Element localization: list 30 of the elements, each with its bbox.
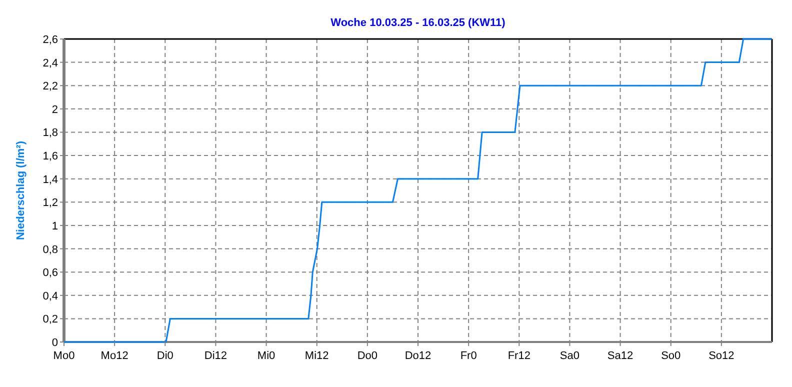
- x-tick-label: So0: [661, 350, 681, 362]
- x-tick-label: Di0: [156, 350, 174, 362]
- y-tick-label: 0: [52, 337, 58, 349]
- x-tick-label: Di12: [204, 350, 228, 362]
- y-tick-label: 0,8: [42, 244, 58, 256]
- x-tick-label: Sa12: [607, 350, 634, 362]
- y-tick-label: 2,6: [42, 34, 58, 46]
- y-axis-title: Niederschlag (l/m²): [15, 140, 27, 240]
- x-tick-label: Mo12: [100, 350, 128, 362]
- chart-title: Woche 10.03.25 - 16.03.25 (KW11): [330, 17, 506, 29]
- y-tick-label: 0,4: [42, 290, 58, 302]
- y-tick-label: 1: [52, 220, 58, 232]
- y-tick-label: 1,2: [42, 197, 58, 210]
- x-tick-label: Sa0: [560, 350, 580, 362]
- x-tick-label: Fr0: [460, 350, 477, 362]
- x-tick-label: Mi12: [304, 350, 329, 362]
- y-tick-label: 2,4: [42, 57, 58, 70]
- x-tick-label: Mi0: [257, 350, 276, 362]
- y-tick-label: 1,4: [42, 174, 58, 186]
- x-tick-label: Fr12: [508, 350, 530, 362]
- x-tick-label: Do0: [357, 350, 378, 362]
- x-tick-label: So12: [708, 350, 734, 362]
- y-tick-label: 1,6: [42, 150, 58, 163]
- x-tick-label: Do12: [404, 350, 432, 362]
- y-tick-label: 1,8: [42, 127, 58, 140]
- y-tick-label: 2: [52, 104, 58, 116]
- x-tick-label: Mo0: [53, 350, 75, 362]
- y-tick-label: 2,2: [42, 80, 58, 93]
- y-tick-label: 0,2: [42, 314, 58, 326]
- y-tick-label: 0,6: [42, 267, 58, 280]
